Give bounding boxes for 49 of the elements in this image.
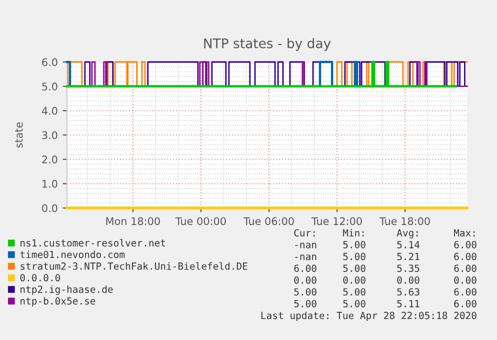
legend-label: time01.nevondo.com	[20, 250, 125, 258]
text: 5.14	[397, 241, 420, 248]
x-tick-label: Tue 00:00	[175, 217, 226, 226]
y-tick-label: 1.0	[42, 180, 58, 188]
x-tick-label: Mon 18:00	[106, 217, 160, 226]
text: 5.21	[397, 252, 420, 260]
text: 6.00	[454, 252, 476, 260]
text: Last update: Tue Apr 28 22:05:18 2020	[261, 312, 476, 322]
text: 6.00	[294, 264, 316, 272]
y-tick-label: 4.0	[42, 106, 58, 115]
legend-label: ns1.customer-resolver.net	[20, 239, 166, 247]
y-axis-title: state	[15, 122, 23, 148]
text: 6.00	[454, 288, 476, 296]
text: 0.00	[454, 276, 476, 284]
legend-label: ntp2.ig-haase.de	[20, 285, 113, 295]
text: 5.00	[343, 252, 366, 260]
y-tick-label: 2.0	[42, 156, 58, 164]
text: 5.00	[343, 264, 366, 272]
text: 5.00	[294, 300, 316, 308]
x-tick-label: Tue 12:00	[311, 217, 362, 226]
text: 5.00	[343, 300, 366, 308]
text: Min:	[342, 229, 364, 236]
text: -nan	[295, 242, 316, 248]
y-tick-label: 6.0	[42, 58, 58, 66]
text: 5.00	[343, 288, 366, 296]
x-tick-label: Tue 06:00	[243, 217, 294, 226]
text: 6.00	[454, 264, 476, 272]
text: 0.00	[397, 276, 420, 284]
chart-title: NTP states - by day	[204, 38, 331, 51]
text: Max:	[454, 229, 475, 237]
text: 5.63	[397, 288, 420, 296]
text: 5.00	[343, 240, 366, 248]
legend-label: stratum2-3.NTP.TechFak.Uni-Bielefeld.DE	[20, 262, 248, 270]
text: 0.00	[294, 276, 316, 284]
text: 6.00	[454, 300, 476, 308]
text: 6.00	[454, 240, 476, 248]
text: Cur:	[294, 229, 315, 237]
text: 5.00	[294, 288, 316, 296]
text: -nan	[295, 254, 316, 260]
text: Avg:	[396, 229, 418, 238]
text: 5.11	[397, 300, 420, 308]
y-tick-label: 5.0	[42, 82, 58, 90]
legend-label: 0.0.0.0	[20, 274, 60, 282]
text: 0.00	[343, 276, 366, 284]
text: 5.35	[397, 264, 420, 272]
y-tick-label: 3.0	[42, 131, 58, 140]
x-tick-label: Tue 18:00	[379, 217, 430, 226]
legend-label: ntp-b.0x5e.se	[20, 297, 96, 307]
y-tick-label: 0.0	[42, 204, 58, 212]
